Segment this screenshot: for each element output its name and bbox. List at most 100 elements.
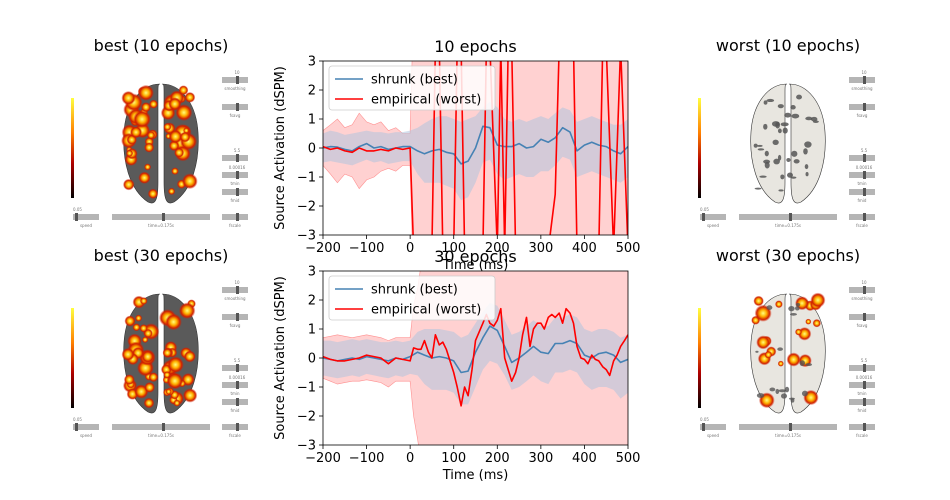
slider-track [849,399,875,405]
y-tick-label: −2 [297,410,316,425]
slider-value: 5.5 [234,358,241,363]
slider-label: tmin [857,181,867,186]
x-tick-label: 100 [441,451,466,466]
slider-track [222,365,248,371]
speed-slider-track [73,214,99,220]
slider-handle [863,313,866,321]
slider-track [849,287,875,293]
slider-track [849,77,875,83]
chart-title: 30 epochs [434,247,517,266]
sulcus-mark [805,172,809,177]
activation-blob [132,323,141,332]
sulcus-mark [773,158,780,165]
slider-handle [236,171,239,179]
slider-handle [236,364,239,372]
legend-label-shrunk: shrunk (best) [371,73,458,88]
activation-blob [812,318,821,328]
slider-value: 0.00016 [856,375,873,380]
activation-blob [144,382,156,393]
sulcus-mark [790,176,797,179]
time-slider-track [112,214,210,220]
sulcus-mark [795,306,800,311]
activation-blob [129,126,143,139]
slider-label: smoothing [851,296,873,301]
brain-panel-3: 10 smoothing fsavg 5.5 0.00016 tmin fmid 0.05 sp… [698,280,875,438]
activation-blob [810,292,826,308]
x-axis-label: Time (ms) [442,258,509,273]
sulcus-mark [795,303,801,307]
x-tick-label: −200 [305,241,341,256]
slider-value: 5.5 [234,148,241,153]
sulcus-mark [763,100,768,105]
sulcus-mark [780,122,789,127]
activation-blob [148,372,159,383]
slider-track [849,189,875,195]
activation-blob [121,347,135,361]
slider-handle [863,398,866,406]
activation-blob [140,102,152,113]
sulcus-mark [804,164,809,170]
slider-handle [236,76,239,84]
y-axis-label: Source Activation (dSPM) [273,276,288,440]
speed-value: 0.05 [700,417,709,422]
slider-label: tmin [230,181,240,186]
slider-value: 0.00016 [229,165,246,170]
sulcus-mark [804,141,812,148]
line-shrunk [323,125,628,165]
slider-handle [863,364,866,372]
activation-blob [173,399,181,407]
activation-blob [146,131,156,140]
slider-track [222,314,248,320]
slider-value: 10 [234,70,240,75]
activation-blob [141,336,149,343]
y-tick-label: −2 [297,200,316,215]
activation-blob [137,84,154,101]
activation-blob [183,350,196,363]
sulcus-mark [757,148,765,151]
slider-handle [863,76,866,84]
slider-track [222,382,248,388]
x-tick-label: 300 [528,451,553,466]
slider-track [222,399,248,405]
slider-handle [863,286,866,294]
sulcus-mark [799,360,805,367]
band-shrunk [323,101,628,201]
activation-blob [171,167,179,175]
fscale-slider-handle [863,423,866,431]
speed-slider-handle [75,213,78,221]
time-label: time=0.175s [775,433,801,438]
sulcus-mark [810,116,818,122]
legend-label-empirical: empirical (worst) [371,303,481,318]
activation-blob [182,173,198,190]
sulcus-mark [771,121,780,127]
activation-blob [143,397,155,409]
fscale-slider-track [222,214,248,220]
activation-blob [764,350,773,359]
slider-handle [236,154,239,162]
sulcus-mark [769,387,776,392]
time-slider-track [739,214,837,220]
slider-handle [236,381,239,389]
x-tick-label: 0 [406,451,414,466]
fscale-slider-track [222,424,248,430]
x-tick-label: 500 [616,451,641,466]
sulcus-mark [755,350,759,353]
colorbar [698,98,701,198]
line-empirical [323,61,628,235]
sulcus-mark [786,157,791,163]
activation-blob [753,295,764,307]
slider-track [222,104,248,110]
speed-slider-track [700,424,726,430]
y-tick-label: 3 [308,265,316,280]
brain-panel-1: 10 smoothing fsavg 5.5 0.00016 tmin fmid 0.05 sp… [698,70,875,228]
slider-handle [863,154,866,162]
slider-label: fmid [231,408,240,413]
y-tick-label: 2 [308,294,316,309]
activation-blob [147,188,159,199]
activation-blob [133,110,151,129]
activation-blob [138,171,151,184]
activation-blob [139,324,148,333]
sulcus-mark [805,116,813,121]
activation-blob [123,374,135,386]
sulcus-mark [763,123,768,130]
